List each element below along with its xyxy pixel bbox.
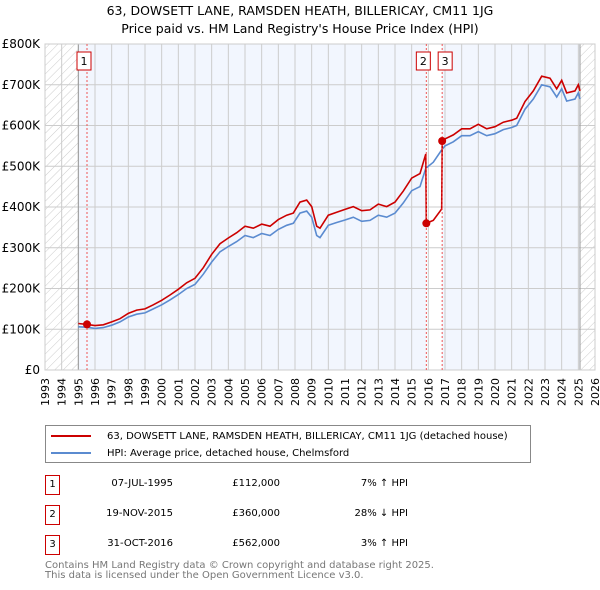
transaction-date: 31-OCT-2016 [107,538,173,549]
x-tick-label: 2017 [439,378,452,406]
x-tick-label: 1997 [106,378,119,406]
transaction-date: 19-NOV-2015 [106,508,173,519]
x-tick-label: 2007 [272,378,285,406]
x-tick-label: 2024 [556,378,569,406]
sale-label: 2 [420,55,427,68]
y-tick-label: £0 [25,363,40,377]
transaction-date: 07-JUL-1995 [111,478,173,489]
x-tick-label: 2003 [206,378,219,406]
hpi-series-line [78,83,581,330]
x-tick-label: 2005 [239,378,252,406]
x-tick-label: 1993 [39,378,52,406]
legend-label: HPI: Average price, detached house, Chel… [107,447,350,459]
x-tick-label: 1999 [139,378,152,406]
x-tick-label: 2000 [156,378,169,406]
x-tick-label: 2012 [356,378,369,406]
transaction-price: £112,000 [232,478,280,489]
x-tick-label: 2010 [322,378,335,406]
transaction-row: 1 07-JUL-1995 £112,000 7% ↑ HPI [45,475,445,495]
y-tick-label: £700K [2,78,42,92]
y-tick-label: £400K [2,200,42,214]
x-tick-label: 2020 [489,378,502,406]
x-tick-label: 2009 [306,378,319,406]
x-tick-label: 1994 [56,378,69,406]
footer: Contains HM Land Registry data © Crown c… [45,561,434,581]
sale-point [438,136,447,145]
chart-title: 63, DOWSETT LANE, RAMSDEN HEATH, BILLERI… [107,3,494,18]
footer-copyright: Contains HM Land Registry data © Crown c… [45,560,434,571]
x-tick-label: 2011 [339,378,352,406]
sale-label-box [76,51,92,71]
sale-point [422,219,431,228]
chart: 63, DOWSETT LANE, RAMSDEN HEATH, BILLERI… [2,3,600,406]
x-tick-label: 2018 [456,378,469,406]
transaction-price: £360,000 [232,508,280,519]
legend-item-hpi: HPI: Average price, detached house, Chel… [46,445,349,461]
transaction-hpi-diff: 7% ↑ HPI [360,478,408,489]
legend-swatch-red [51,435,91,437]
legend-swatch-blue [51,452,91,454]
transaction-hpi-diff: 3% ↑ HPI [360,538,408,549]
chart-subtitle: Price paid vs. HM Land Registry's House … [121,21,478,36]
x-tick-label: 1996 [89,378,102,406]
x-tick-label: 1995 [72,378,85,406]
sale-point [83,320,91,329]
x-tick-label: 2021 [506,378,519,406]
y-tick-label: £600K [2,119,42,133]
y-tick-label: £500K [2,159,42,173]
plot-border [44,43,596,371]
legend-label: 63, DOWSETT LANE, RAMSDEN HEATH, BILLERI… [107,430,508,442]
x-tick-label: 2008 [289,378,302,406]
x-tick-label: 1998 [122,378,135,406]
property-series-line [78,75,581,327]
transaction-hpi-diff: 28% ↓ HPI [354,508,408,519]
y-tick-label: £100K [2,322,42,336]
chart-legend: 63, DOWSETT LANE, RAMSDEN HEATH, BILLERI… [45,425,531,463]
x-tick-label: 2013 [372,378,385,406]
sale-label: 1 [81,55,88,68]
x-tick-label: 2019 [472,378,485,406]
x-tick-label: 2001 [172,378,185,406]
x-tick-label: 2006 [256,378,269,406]
sale-label-box [415,51,431,71]
x-tick-label: 2023 [539,378,552,406]
x-tick-label: 2025 [572,378,585,406]
x-tick-label: 2004 [222,378,235,406]
y-tick-label: £300K [2,241,42,255]
sale-label-box [437,51,453,71]
transaction-price: £562,000 [232,538,280,549]
y-tick-label: £200K [2,282,42,296]
footer-licence: This data is licensed under the Open Gov… [45,570,364,581]
transaction-number: 1 [45,475,60,495]
transaction-row: 2 19-NOV-2015 £360,000 28% ↓ HPI [45,505,445,525]
transaction-row: 3 31-OCT-2016 £562,000 3% ↑ HPI [45,535,445,555]
transaction-number: 3 [45,535,60,555]
transaction-number: 2 [45,505,60,525]
x-tick-label: 2016 [422,378,435,406]
sale-label: 3 [442,55,449,68]
y-tick-label: £800K [2,37,42,51]
x-tick-label: 2022 [522,378,535,406]
x-tick-label: 2026 [589,378,600,406]
x-tick-label: 2002 [189,378,202,406]
x-tick-label: 2015 [406,378,419,406]
legend-item-property: 63, DOWSETT LANE, RAMSDEN HEATH, BILLERI… [46,428,508,444]
x-tick-label: 2014 [389,378,402,406]
